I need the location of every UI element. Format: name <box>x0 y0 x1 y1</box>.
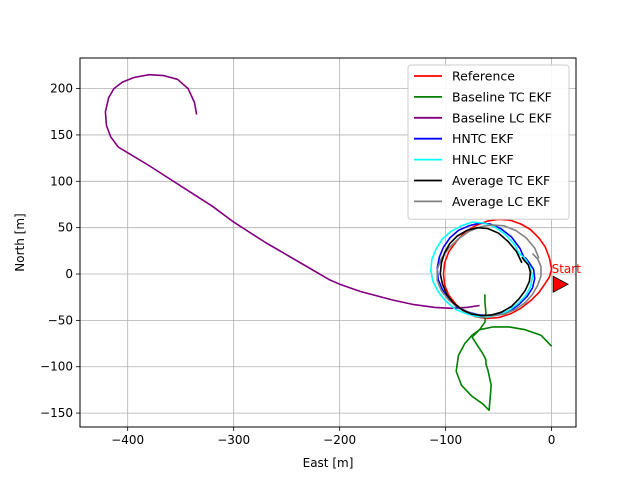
y-tick-label: 200 <box>50 82 73 96</box>
y-tick-label: 100 <box>50 174 73 188</box>
x-tick-label: 0 <box>548 433 556 447</box>
y-tick-label: −150 <box>40 406 73 420</box>
plot-frame <box>79 57 577 428</box>
series-line-1 <box>455 294 553 412</box>
y-tick-label: −100 <box>40 360 73 374</box>
legend-label: Baseline LC EKF <box>452 110 552 125</box>
y-tick-label: 150 <box>50 128 73 142</box>
x-tick-label: −400 <box>111 433 144 447</box>
series-line-4 <box>429 221 534 318</box>
series-line-2 <box>104 73 480 310</box>
legend-label: HNTC EKF <box>452 131 514 146</box>
x-tick-label: −100 <box>429 433 462 447</box>
series-line-0 <box>442 218 553 320</box>
legend-label: Average TC EKF <box>452 173 550 188</box>
series-line-6 <box>436 224 542 317</box>
series-lines <box>104 73 553 412</box>
y-axis-label: North [m] <box>13 213 27 271</box>
legend: Reference Baseline TC EKF Baseline LC EKF H… <box>407 64 570 220</box>
x-axis-label: East [m] <box>303 456 354 470</box>
series-line-5 <box>439 226 532 317</box>
axis-ticks: −400 −300 −200 −100 0 −150 −100 −50 0 50 100 150 200 <box>40 82 555 447</box>
legend-label: Reference <box>452 69 515 84</box>
legend-label: HNLC EKF <box>452 152 514 167</box>
start-marker-group: Start <box>552 262 582 293</box>
legend-box <box>407 64 570 220</box>
start-marker <box>552 275 569 293</box>
legend-label: Average LC EKF <box>452 194 550 209</box>
x-tick-label: −300 <box>217 433 250 447</box>
legend-label: Baseline TC EKF <box>452 89 552 104</box>
y-tick-label: 0 <box>65 267 73 281</box>
y-tick-label: −50 <box>48 313 73 327</box>
x-tick-label: −200 <box>323 433 356 447</box>
y-tick-label: 50 <box>58 221 73 235</box>
start-annotation: Start <box>552 262 582 276</box>
